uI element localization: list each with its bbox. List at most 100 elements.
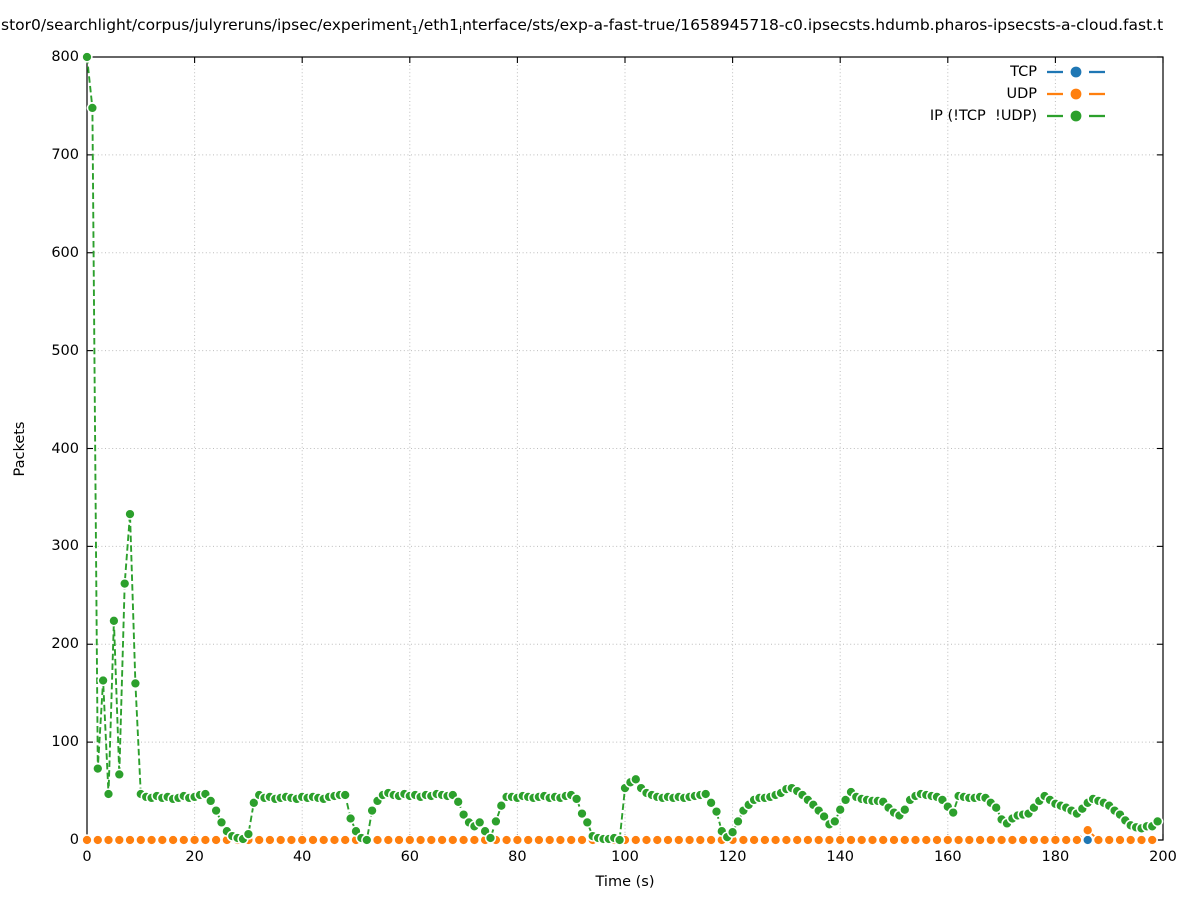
data-point-marker	[210, 834, 222, 846]
data-point-marker	[866, 834, 879, 846]
data-point-marker	[613, 834, 626, 846]
data-point-marker	[952, 834, 965, 846]
axis-ticks	[86, 56, 1164, 841]
data-point-marker	[285, 834, 298, 846]
data-point-marker	[985, 834, 997, 846]
data-point-marker	[683, 834, 696, 846]
data-point-marker	[221, 834, 233, 846]
data-point-marker	[700, 788, 712, 800]
data-point-marker	[1006, 834, 1019, 846]
data-point-marker	[759, 834, 771, 846]
chart-title: stor0/searchlight/corpus/julyreruns/ipse…	[1, 16, 1163, 37]
data-point-marker	[307, 834, 319, 846]
data-point-marker	[985, 834, 997, 846]
data-point-marker	[500, 834, 513, 846]
data-point-marker	[199, 788, 212, 800]
data-point-marker	[1114, 834, 1126, 846]
data-point-marker	[479, 834, 491, 846]
data-point-marker	[1125, 819, 1137, 831]
data-point-marker	[732, 815, 744, 828]
data-point-marker	[447, 834, 459, 846]
data-point-marker	[414, 834, 427, 846]
data-point-marker	[253, 789, 265, 801]
data-point-marker	[587, 834, 599, 846]
data-point-marker	[721, 831, 733, 843]
data-point-marker	[640, 787, 653, 799]
data-point-marker	[344, 812, 357, 825]
data-point-marker	[436, 789, 448, 801]
data-point-marker	[1038, 834, 1051, 846]
data-point-marker	[823, 818, 836, 830]
data-point-marker	[726, 834, 739, 846]
data-point-marker	[468, 834, 481, 846]
data-point-marker	[371, 834, 384, 846]
data-point-marker	[124, 834, 136, 846]
data-point-marker	[1017, 808, 1029, 821]
data-point-marker	[780, 834, 793, 846]
data-point-marker	[888, 834, 900, 846]
data-point-marker	[533, 791, 545, 803]
data-point-marker	[872, 795, 884, 807]
data-point-marker	[995, 834, 1008, 846]
data-point-marker	[716, 834, 728, 846]
data-point-marker	[538, 790, 550, 802]
data-point-marker	[737, 834, 750, 846]
data-point-marker	[1060, 802, 1072, 814]
data-point-marker	[839, 794, 852, 806]
data-point-marker	[603, 833, 615, 845]
data-point-marker	[113, 834, 125, 846]
data-point-marker	[936, 794, 949, 806]
data-point-marker	[447, 789, 459, 801]
y-tick-label: 300	[51, 538, 79, 555]
data-point-marker	[1146, 834, 1158, 846]
data-point-marker	[162, 791, 174, 803]
data-point-marker	[856, 793, 868, 805]
data-point-marker	[431, 788, 443, 800]
data-point-marker	[619, 782, 631, 794]
data-point-marker	[527, 792, 540, 804]
data-point-marker	[258, 792, 271, 804]
data-point-marker	[882, 802, 895, 814]
data-point-marker	[474, 816, 486, 829]
data-point-marker	[221, 834, 233, 846]
data-point-marker	[791, 834, 803, 846]
data-point-marker	[753, 792, 766, 804]
data-point-marker	[102, 834, 115, 846]
title-part2: /eth1	[418, 16, 460, 34]
data-point-marker	[145, 834, 158, 846]
data-point-marker	[683, 791, 696, 803]
data-point-marker	[140, 791, 152, 803]
data-point-marker	[124, 834, 136, 846]
data-point-marker	[382, 787, 394, 799]
data-point-marker	[102, 834, 115, 846]
x-tick-label: 180	[1041, 849, 1070, 865]
data-point-marker	[318, 834, 330, 846]
x-tick-label: 200	[1149, 849, 1177, 865]
data-point-marker	[748, 834, 760, 846]
data-point-marker	[495, 800, 507, 812]
data-point-marker	[307, 834, 319, 846]
data-point-marker	[490, 834, 502, 846]
data-point-marker	[479, 834, 491, 846]
data-point-marker	[1038, 834, 1051, 846]
legend-sample	[1047, 110, 1105, 122]
data-point-marker	[1103, 800, 1115, 812]
data-point-marker	[640, 834, 653, 846]
data-point-marker	[694, 834, 706, 846]
data-point-marker	[92, 834, 104, 846]
data-point-marker	[673, 834, 685, 846]
data-point-marker	[457, 834, 470, 846]
data-point-marker	[156, 834, 168, 846]
data-point-marker	[167, 834, 179, 846]
data-point-marker	[667, 792, 680, 804]
data-point-marker	[1125, 834, 1137, 846]
data-point-marker	[748, 834, 760, 846]
data-point-marker	[188, 834, 201, 846]
data-point-marker	[759, 834, 771, 846]
data-point-marker	[877, 834, 889, 846]
data-point-marker	[1114, 834, 1126, 846]
data-point-marker	[92, 834, 104, 846]
data-point-marker	[931, 834, 943, 846]
data-point-marker	[985, 797, 997, 809]
